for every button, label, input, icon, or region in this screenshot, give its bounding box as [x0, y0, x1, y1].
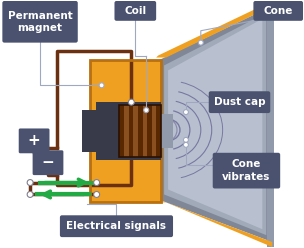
Bar: [157, 105, 161, 157]
Text: Coil: Coil: [124, 6, 147, 16]
Bar: [133, 105, 138, 157]
FancyBboxPatch shape: [254, 1, 303, 21]
Text: Electrical signals: Electrical signals: [67, 221, 167, 231]
Circle shape: [94, 180, 100, 186]
Circle shape: [144, 108, 149, 113]
Text: Permanent
magnet: Permanent magnet: [8, 11, 72, 33]
Bar: [143, 105, 147, 157]
FancyBboxPatch shape: [2, 1, 78, 43]
Polygon shape: [158, 6, 272, 242]
FancyBboxPatch shape: [213, 153, 280, 188]
Polygon shape: [164, 13, 266, 235]
Circle shape: [99, 83, 104, 88]
Circle shape: [198, 40, 203, 45]
Bar: [161, 114, 173, 148]
Circle shape: [128, 99, 134, 105]
Polygon shape: [156, 1, 272, 58]
Bar: [90, 61, 161, 202]
Text: +: +: [28, 133, 40, 148]
Bar: [90, 61, 161, 202]
Text: Cone: Cone: [264, 6, 293, 16]
Bar: [152, 105, 157, 157]
Bar: [267, 1, 274, 247]
Bar: [124, 105, 129, 157]
Circle shape: [183, 142, 188, 147]
Circle shape: [27, 191, 33, 197]
FancyBboxPatch shape: [33, 150, 63, 175]
Text: Dust cap: Dust cap: [214, 97, 265, 107]
Bar: [119, 105, 161, 157]
FancyBboxPatch shape: [19, 128, 50, 153]
Polygon shape: [168, 19, 262, 229]
Bar: [96, 102, 161, 160]
Bar: [129, 105, 133, 157]
Circle shape: [183, 137, 188, 142]
Text: −: −: [42, 155, 54, 170]
Bar: [147, 105, 152, 157]
FancyBboxPatch shape: [60, 215, 173, 237]
Text: Cone
vibrates: Cone vibrates: [222, 159, 271, 182]
FancyBboxPatch shape: [115, 1, 156, 21]
Circle shape: [94, 191, 100, 197]
Ellipse shape: [161, 120, 177, 140]
Bar: [119, 105, 124, 157]
Polygon shape: [156, 199, 272, 247]
Circle shape: [183, 110, 188, 115]
Circle shape: [27, 180, 33, 186]
FancyBboxPatch shape: [209, 91, 270, 113]
Bar: [138, 105, 143, 157]
Bar: [82, 110, 96, 152]
